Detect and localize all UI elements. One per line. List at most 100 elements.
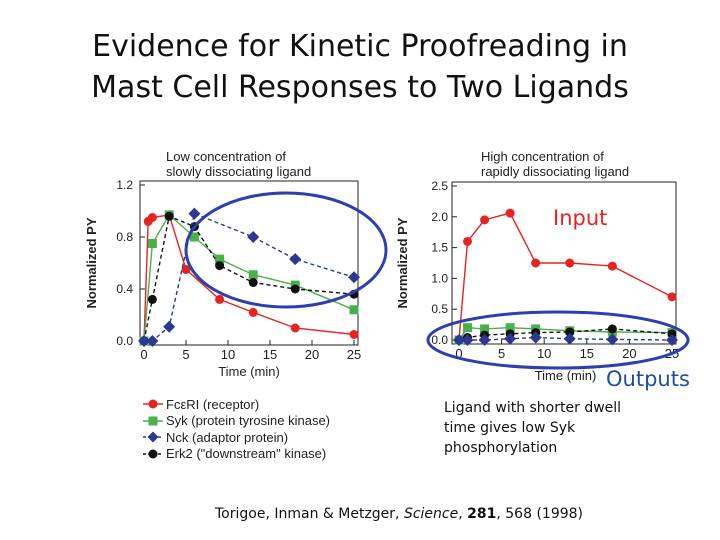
data-point-fceri	[505, 208, 515, 218]
legend-label-fceri: FcεRI (receptor)	[166, 396, 260, 412]
right-chart-title: High concentration of rapidly dissociati…	[481, 149, 629, 179]
citation-authors: Torigoe, Inman & Metzger,	[215, 506, 404, 522]
series-line-erk2	[458, 328, 673, 341]
legend-marker-fceri	[143, 399, 163, 409]
y-tick-label: 0.8	[116, 230, 133, 244]
legend: FcεRI (receptor) Syk (protein tyrosine k…	[143, 396, 330, 462]
citation: Torigoe, Inman & Metzger, Science, 281, …	[215, 506, 583, 522]
slide-title-line1: Evidence for Kinetic Proofreading in	[92, 29, 628, 64]
legend-item-erk2: Erk2 ("downstream" kinase)	[143, 446, 330, 463]
note-line2: time gives low Syk	[444, 420, 576, 436]
note-line3: phosphorylation	[444, 440, 558, 456]
series-line-erk2	[143, 215, 355, 342]
slide-title-line2: Mast Cell Responses to Two Ligands	[91, 70, 629, 105]
legend-label-nck: Nck (adaptor protein)	[166, 429, 289, 445]
series-line-fceri	[458, 212, 673, 341]
x-tick-label: 10	[221, 347, 235, 362]
legend-label-erk2: Erk2 ("downstream" kinase)	[166, 446, 327, 462]
data-point-nck	[188, 207, 201, 220]
data-point-nck	[563, 332, 576, 345]
data-point-nck	[666, 334, 678, 346]
legend-marker-nck	[143, 431, 163, 443]
data-point-erk2	[667, 329, 677, 339]
data-point-nck	[504, 332, 517, 345]
x-axis-label: Time (min)	[218, 364, 280, 379]
data-point-fceri	[181, 265, 191, 274]
data-point-fceri	[290, 323, 300, 333]
data-point-nck	[163, 320, 176, 333]
input-label: Input	[553, 206, 608, 230]
data-point-nck	[138, 335, 150, 347]
data-point-erk2	[215, 261, 225, 271]
data-point-syk	[147, 239, 157, 248]
x-tick-label: 5	[498, 346, 505, 361]
x-tick-label: 0	[140, 347, 147, 362]
legend-marker-syk	[143, 416, 163, 426]
data-point-fceri	[607, 261, 617, 271]
left-chart-title-line1: Low concentration of	[166, 149, 286, 164]
data-point-syk	[189, 232, 199, 242]
data-point-fceri	[463, 236, 473, 246]
data-point-nck	[461, 334, 474, 346]
y-tick-label: 2.5	[431, 179, 448, 193]
data-point-syk	[463, 323, 473, 333]
data-point-erk2	[607, 324, 617, 334]
y-tick-label: 1.0	[431, 271, 448, 285]
legend-label-syk: Syk (protein tyrosine kinase)	[166, 413, 331, 429]
y-tick-label: 0.4	[116, 282, 133, 296]
series-line-syk	[143, 213, 355, 342]
data-point-erk2	[164, 211, 174, 221]
data-point-erk2	[248, 278, 258, 287]
left-chart-title-line2: slowly dissociating ligand	[166, 164, 312, 179]
data-point-syk	[349, 305, 359, 315]
y-tick-label: 0.5	[431, 302, 448, 316]
x-tick-label: 20	[622, 346, 636, 361]
y-tick-label: 1.2	[116, 178, 133, 192]
outputs-highlight-ellipse	[184, 191, 388, 309]
data-point-fceri	[349, 330, 359, 339]
data-point-nck	[247, 231, 260, 243]
plot-frame	[139, 180, 359, 346]
plot-frame	[451, 181, 677, 345]
slide-title: Evidence for Kinetic Proofreading in Mas…	[0, 26, 720, 108]
data-point-nck	[606, 333, 619, 346]
citation-journal: Science	[403, 506, 459, 522]
legend-item-syk: Syk (protein tyrosine kinase)	[143, 413, 330, 430]
x-tick-label: 20	[305, 347, 319, 362]
right-chart-title-line1: High concentration of	[481, 149, 604, 164]
data-point-fceri	[147, 213, 157, 222]
data-point-syk	[480, 324, 490, 334]
x-tick-label: 0	[455, 346, 462, 361]
data-point-nck	[348, 271, 360, 284]
data-point-nck	[289, 253, 302, 266]
data-point-nck	[478, 334, 491, 346]
citation-volume: 281	[467, 506, 497, 522]
citation-rest: , 568 (1998)	[496, 506, 583, 522]
data-point-fceri	[480, 215, 490, 225]
x-axis-label: Time (min)	[535, 368, 597, 383]
data-point-syk	[505, 323, 515, 333]
x-tick-label: 15	[580, 346, 594, 361]
y-tick-label: 1.5	[431, 241, 448, 255]
data-point-fceri	[215, 294, 225, 304]
outputs-highlight-ellipse-right	[426, 310, 690, 370]
data-point-nck	[529, 331, 542, 344]
y-tick-label: 2.0	[431, 210, 448, 224]
citation-sep: ,	[458, 506, 468, 522]
y-axis-label: Normalized PY	[395, 217, 410, 308]
data-point-erk2	[565, 327, 575, 337]
outputs-label: Outputs	[606, 367, 690, 391]
data-point-syk	[215, 254, 225, 264]
legend-item-nck: Nck (adaptor protein)	[143, 429, 330, 446]
data-point-erk2	[147, 294, 157, 304]
x-tick-label: 15	[263, 347, 277, 362]
right-chart-title-line2: rapidly dissociating ligand	[481, 164, 630, 179]
legend-item-fceri: FcεRI (receptor)	[143, 396, 330, 413]
left-chart: 0.0 0.4 0.8 1.2 0 5 10 15 20 25 Time (min) Normaliz…	[84, 178, 361, 379]
x-tick-label: 10	[537, 346, 551, 361]
data-point-fceri	[531, 258, 541, 268]
data-point-fceri	[667, 292, 677, 302]
data-point-erk2	[290, 284, 300, 294]
y-tick-label: 0.0	[431, 333, 448, 347]
